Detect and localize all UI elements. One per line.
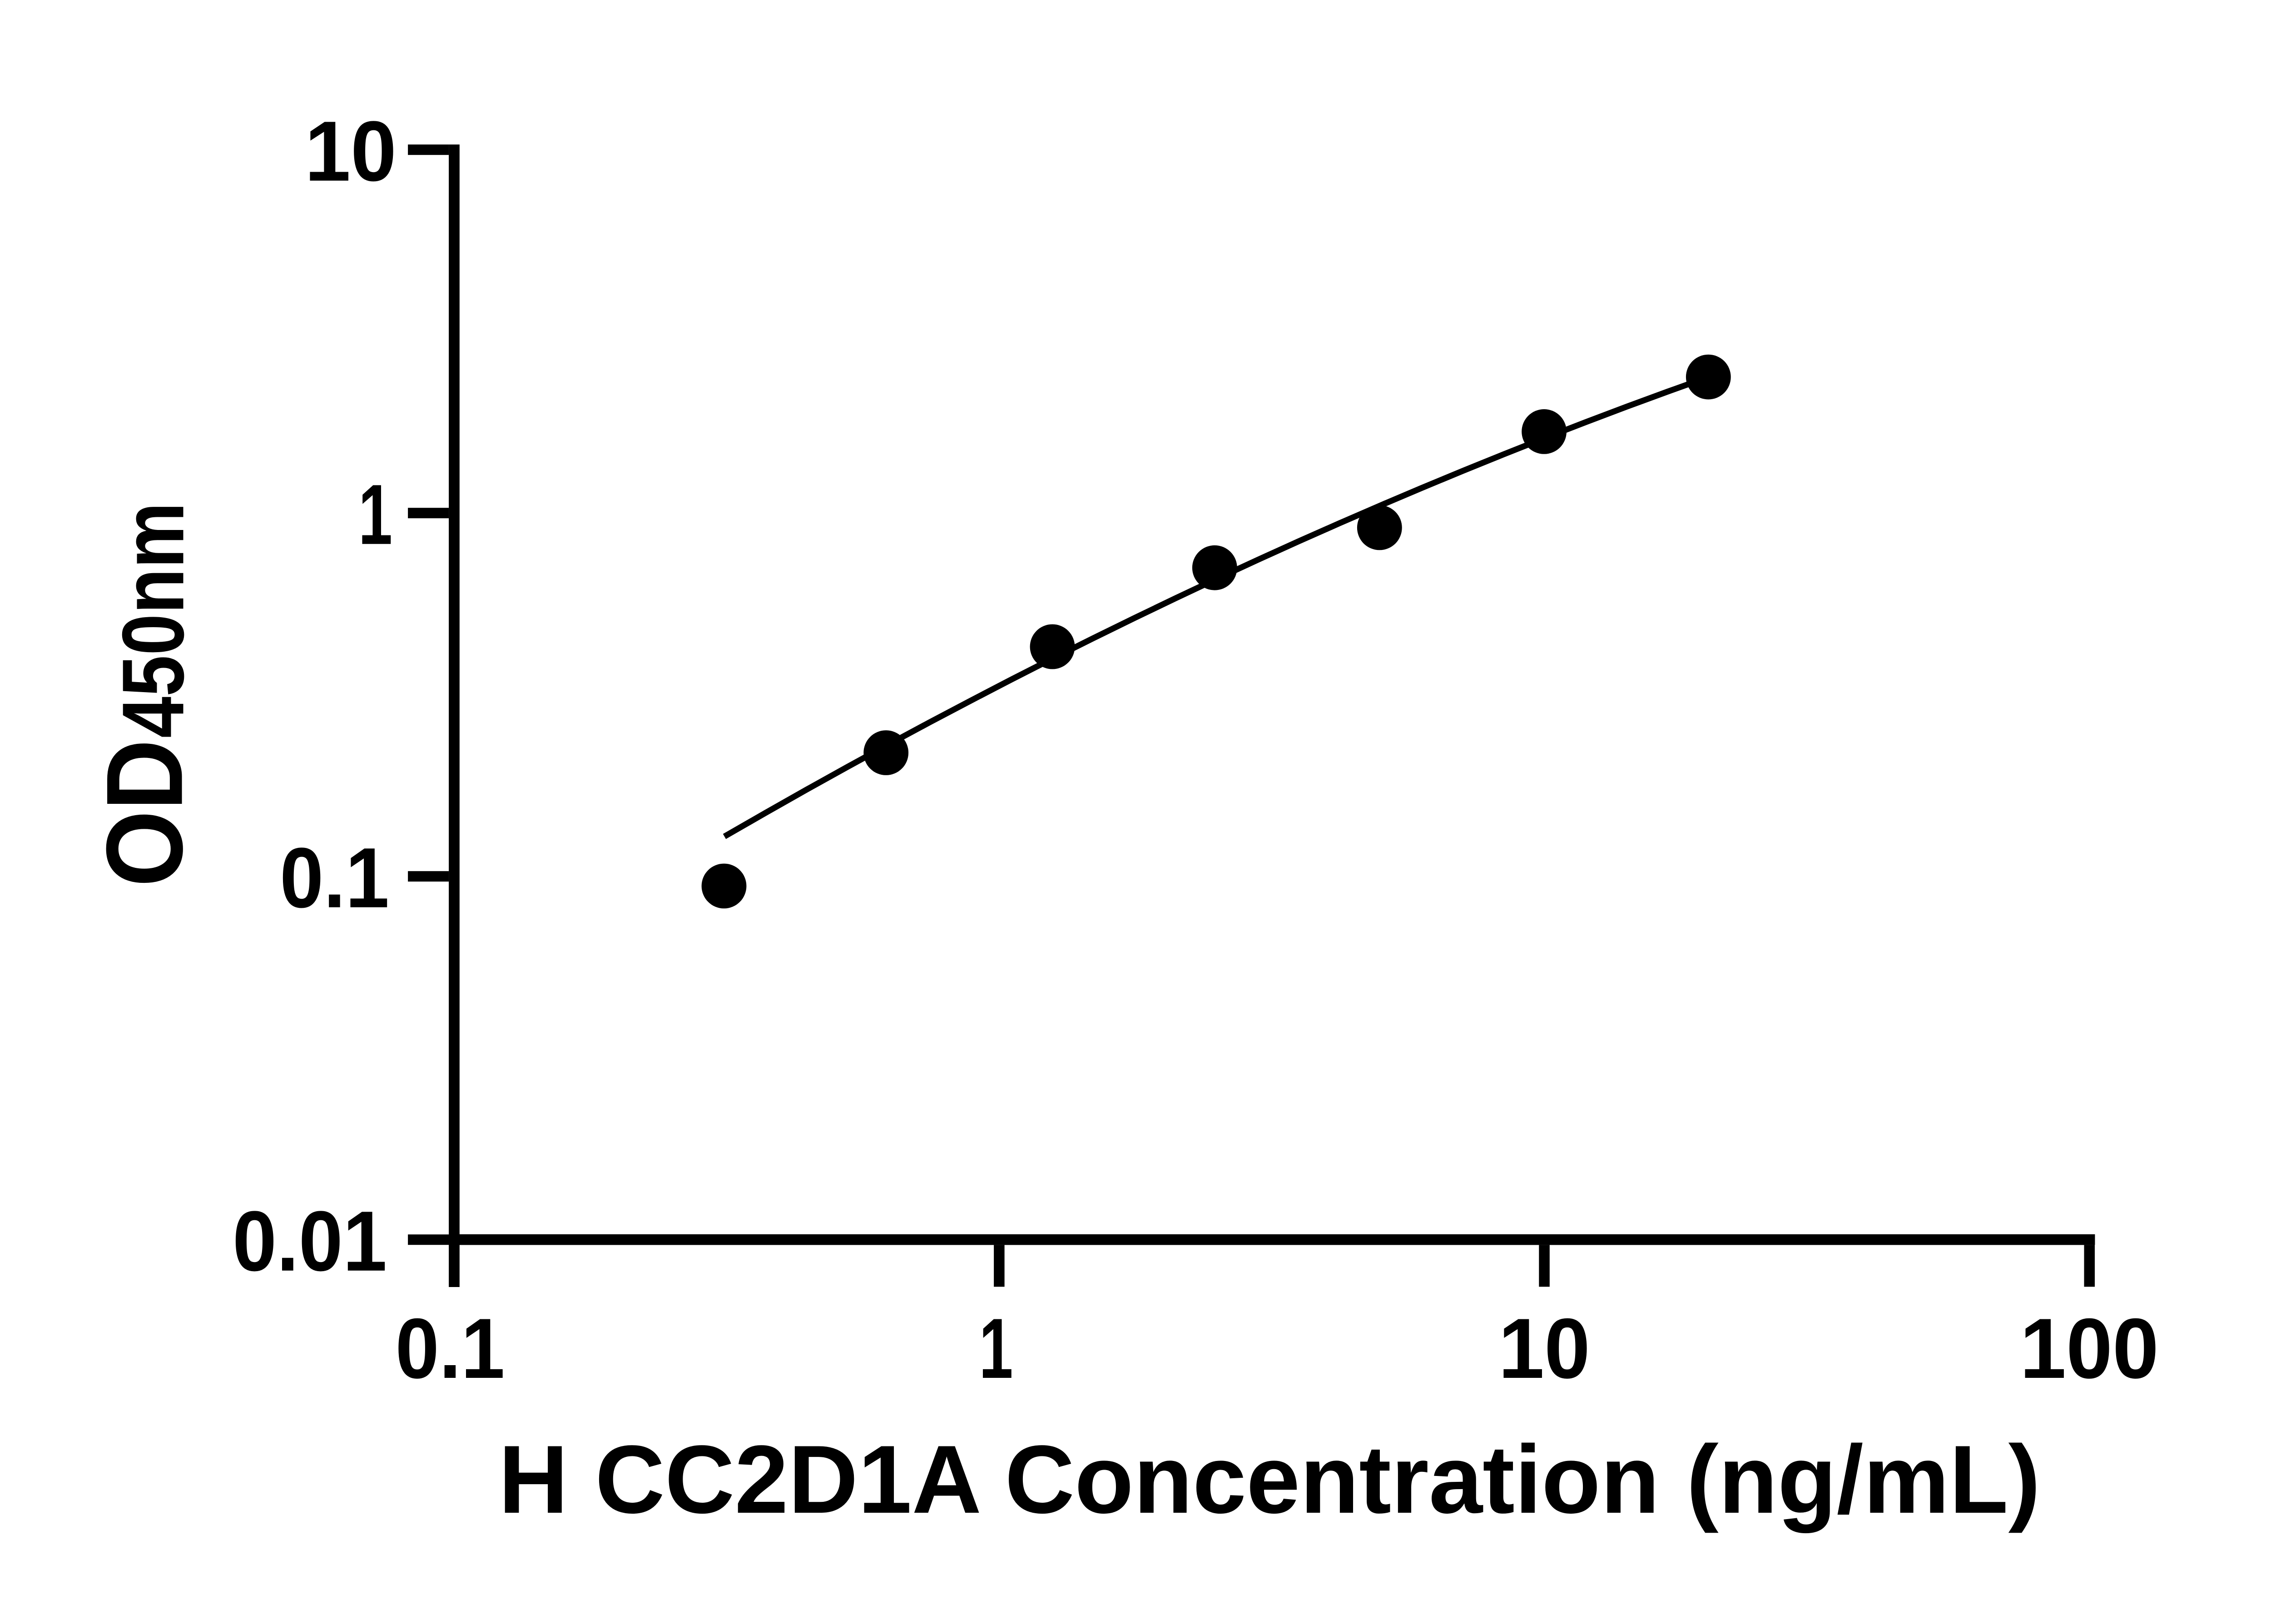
svg-text:100: 100 [2020,1301,2159,1396]
svg-text:10: 10 [1498,1301,1590,1396]
svg-text:450nm: 450nm [104,502,202,738]
svg-text:OD: OD [84,739,205,887]
svg-text:10: 10 [305,104,397,199]
svg-text:1: 1 [979,1301,1013,1396]
svg-text:H CC2D1A Concentration (ng/mL): H CC2D1A Concentration (ng/mL) [499,1426,2041,1534]
svg-text:0.1: 0.1 [280,830,389,926]
svg-text:1: 1 [358,467,392,562]
svg-text:0.01: 0.01 [233,1193,387,1289]
svg-text:0.1: 0.1 [396,1301,505,1396]
